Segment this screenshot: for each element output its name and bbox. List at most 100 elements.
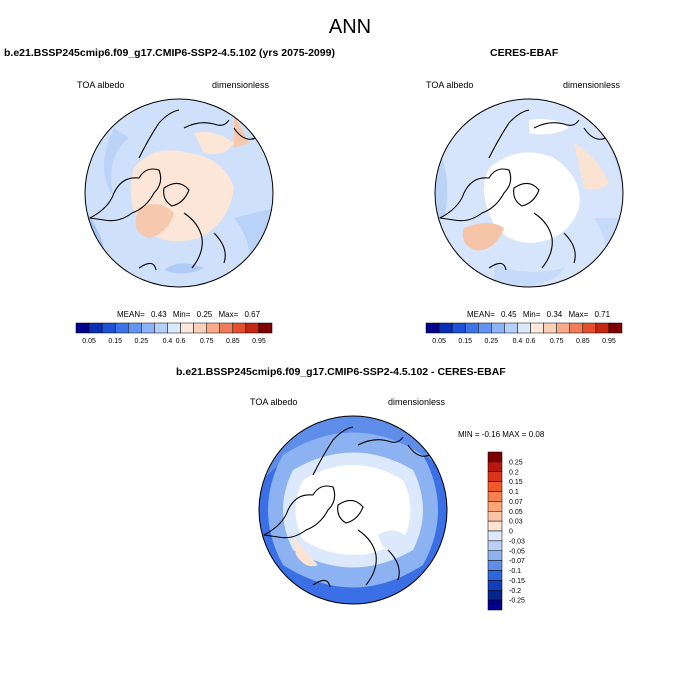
units-label-model: dimensionless: [212, 80, 270, 90]
variable-label-difference: TOA albedo: [250, 397, 298, 407]
colorbar-swatch: [530, 322, 544, 334]
colorbar-tick-label: -0.05: [509, 548, 525, 555]
colorbar-swatch: [438, 322, 453, 334]
colorbar-swatch: [487, 550, 503, 561]
polar-map-model: [84, 98, 274, 288]
min-label: Min=: [522, 310, 541, 319]
colorbar-swatch: [101, 322, 116, 334]
colorbar-swatch: [258, 322, 273, 334]
colorbar-swatch: [487, 461, 503, 472]
colorbar-swatch: [569, 322, 584, 334]
figure-title: ANN: [328, 16, 372, 38]
mean-label: MEAN=: [117, 310, 145, 319]
colorbar-swatch: [219, 322, 234, 334]
colorbar-swatch: [543, 322, 557, 334]
colorbar-swatch: [487, 570, 503, 581]
colorbar-tick-label: 0: [509, 529, 513, 536]
colorbar-difference: 0.25 0.2 0.15 0.1 0.07 0.05 0.03 0 -0.03 -0.05 -0.…: [487, 451, 525, 611]
colorbar-swatch: [478, 322, 492, 334]
colorbar-swatch: [487, 481, 503, 492]
colorbar-swatch: [487, 491, 503, 502]
colorbar-obs: 0.05 0.15 0.25 0.4 0.6 0.75 0.85 0.95: [425, 322, 623, 345]
colorbar-swatch: [487, 540, 503, 551]
colorbar-swatch: [193, 322, 207, 334]
max-value: 0.71: [594, 310, 611, 319]
colorbar-tick-label: 0.95: [602, 338, 616, 345]
colorbar-swatch: [245, 322, 260, 334]
colorbar-tick-label: 0.05: [82, 338, 96, 345]
min-value: 0.34: [546, 310, 563, 319]
colorbar-tick-label: 0.03: [509, 519, 523, 526]
colorbar-swatch: [487, 501, 503, 512]
colorbar-swatch: [464, 322, 479, 334]
colorbar-swatch: [154, 322, 168, 334]
colorbar-swatch: [487, 530, 503, 542]
colorbar-tick-label: 0.25: [485, 338, 499, 345]
minmax-difference: MIN = -0.16 MAX = 0.08: [458, 430, 545, 439]
colorbar-swatch: [491, 322, 505, 334]
colorbar-tick-label: 0.15: [458, 338, 472, 345]
colorbar-tick-label: 0.95: [252, 338, 266, 345]
variable-label-obs: TOA albedo: [426, 80, 474, 90]
panel-title-difference: b.e21.BSSP245cmip6.f09_g17.CMIP6-SSP2-4.…: [176, 366, 506, 378]
colorbar-swatch: [487, 471, 503, 482]
colorbar-swatch: [517, 322, 531, 334]
colorbar-tick-label: 0.15: [108, 338, 122, 345]
colorbar-swatch: [180, 322, 194, 334]
max-label: Max=: [568, 310, 589, 319]
min-value: 0.25: [196, 310, 213, 319]
colorbar-tick-label: 0.05: [432, 338, 446, 345]
colorbar-swatch: [425, 322, 440, 334]
colorbar-swatch: [582, 322, 597, 334]
colorbar-swatch: [595, 322, 610, 334]
colorbar-swatch: [128, 322, 142, 334]
colorbar-tick-label: -0.1: [509, 568, 521, 575]
colorbar-tick-label: 0.25: [509, 459, 523, 466]
colorbar-swatch: [88, 322, 103, 334]
colorbar-swatch: [487, 580, 503, 591]
colorbar-swatch: [232, 322, 247, 334]
units-label-obs: dimensionless: [563, 80, 621, 90]
colorbar-tick-label: 0.75: [200, 338, 214, 345]
colorbar-swatch: [451, 322, 466, 334]
max-value: 0.67: [244, 310, 261, 319]
colorbar-tick-label: -0.03: [509, 538, 525, 545]
colorbar-swatch: [487, 560, 503, 571]
colorbar-swatch: [487, 451, 503, 463]
colorbar-swatch: [487, 520, 503, 532]
colorbar-swatch: [206, 322, 220, 334]
colorbar-tick-label: 0.6: [176, 338, 186, 345]
colorbar-tick-label: 0.4: [163, 338, 173, 345]
colorbar-swatch: [167, 322, 181, 334]
min-label: Min=: [172, 310, 191, 319]
colorbar-tick-label: -0.15: [509, 578, 525, 585]
polar-map-obs: [434, 98, 624, 288]
mean-value: 0.45: [501, 310, 517, 319]
colorbar-tick-label: -0.07: [509, 558, 525, 565]
colorbar-swatch: [487, 511, 503, 522]
colorbar-swatch: [114, 322, 129, 334]
colorbar-tick-label: 0.05: [509, 509, 523, 516]
panel-title-obs: CERES-EBAF: [490, 47, 559, 59]
colorbar-tick-label: -0.25: [509, 598, 525, 605]
colorbar-swatch: [556, 322, 570, 334]
variable-label-model: TOA albedo: [77, 80, 125, 90]
colorbar-tick-label: 0.1: [509, 489, 519, 496]
polar-map-difference: [258, 415, 448, 605]
stats-model: MEAN= 0.43 Min= 0.25 Max= 0.67: [117, 310, 260, 319]
colorbar-tick-label: 0.4: [513, 338, 523, 345]
units-label-difference: dimensionless: [388, 397, 446, 407]
colorbar-tick-label: 0.6: [526, 338, 536, 345]
colorbar-swatch: [487, 599, 503, 611]
max-label: Max=: [218, 310, 239, 319]
stats-obs: MEAN= 0.45 Min= 0.34 Max= 0.71: [467, 310, 610, 319]
colorbar-tick-label: 0.75: [550, 338, 564, 345]
colorbar-tick-label: 0.07: [509, 499, 523, 506]
colorbar-tick-label: 0.15: [509, 479, 523, 486]
colorbar-swatch: [487, 590, 503, 601]
colorbar-swatch: [504, 322, 518, 334]
colorbar-tick-label: 0.2: [509, 469, 519, 476]
colorbar-swatch: [608, 322, 623, 334]
mean-label: MEAN=: [467, 310, 495, 319]
colorbar-tick-label: -0.2: [509, 588, 521, 595]
